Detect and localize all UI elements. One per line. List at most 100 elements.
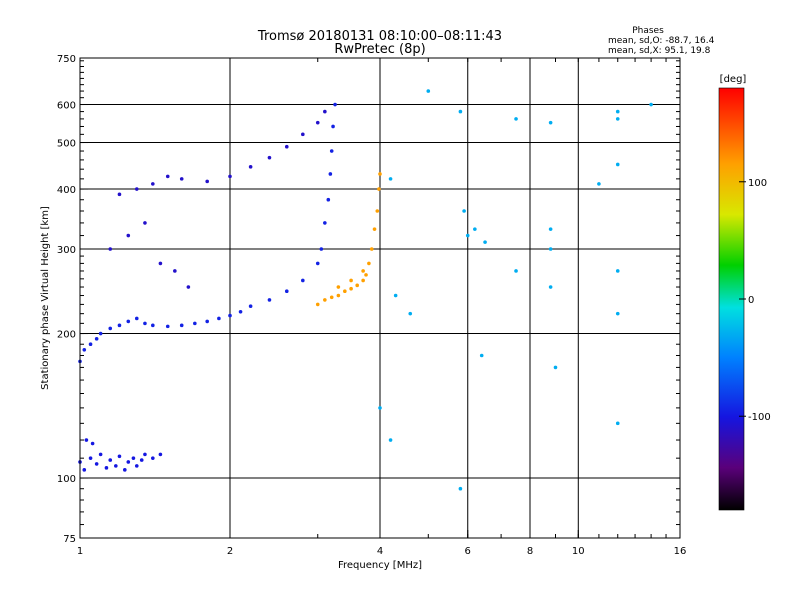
data-point xyxy=(329,295,334,300)
data-point xyxy=(88,342,93,347)
data-point xyxy=(151,456,155,460)
data-point xyxy=(134,316,139,321)
y-tick-label: 500 xyxy=(57,139,76,150)
data-point xyxy=(548,285,553,289)
y-tick-label: 750 xyxy=(57,54,76,65)
data-point xyxy=(134,187,139,191)
series-scattered-echoes xyxy=(378,89,653,491)
data-point xyxy=(126,460,131,464)
data-point xyxy=(267,155,272,160)
y-tick-label: 400 xyxy=(57,185,76,196)
data-point xyxy=(82,347,87,352)
data-point xyxy=(361,269,365,273)
data-point xyxy=(473,227,477,231)
data-point xyxy=(108,247,113,251)
data-point xyxy=(143,452,147,457)
data-point xyxy=(165,174,170,179)
data-point xyxy=(267,298,272,302)
data-point xyxy=(364,273,368,277)
data-point xyxy=(90,441,95,446)
data-point xyxy=(375,209,380,213)
data-point xyxy=(349,278,353,283)
data-point xyxy=(326,197,331,202)
data-point xyxy=(151,323,155,328)
data-point xyxy=(597,182,601,186)
data-point xyxy=(104,466,109,470)
data-point xyxy=(462,209,466,213)
x-tick-label: 2 xyxy=(227,546,233,557)
data-point xyxy=(615,269,620,273)
data-point xyxy=(336,285,341,289)
x-tick-label: 8 xyxy=(527,546,533,557)
data-point xyxy=(94,462,99,466)
data-point xyxy=(369,247,374,251)
data-point xyxy=(108,458,113,462)
grid-lines xyxy=(80,58,680,538)
colorbar-label: [deg] xyxy=(720,74,747,85)
data-point xyxy=(355,283,359,288)
data-point xyxy=(228,174,232,179)
data-point xyxy=(378,172,382,176)
data-point xyxy=(143,221,147,225)
data-point xyxy=(126,233,131,238)
data-point xyxy=(514,269,518,273)
series-F-layer-O-trace xyxy=(78,102,337,364)
data-point xyxy=(139,458,144,462)
data-point xyxy=(117,454,122,459)
data-point xyxy=(179,177,184,181)
data-point xyxy=(217,316,221,321)
data-point xyxy=(548,120,553,125)
y-tick-label: 100 xyxy=(57,474,76,485)
data-point xyxy=(173,269,177,273)
data-point xyxy=(193,321,197,326)
data-point xyxy=(117,192,122,197)
data-point xyxy=(117,323,122,328)
series-F-layer-X-trace xyxy=(315,172,382,307)
data-point xyxy=(615,109,620,114)
data-point xyxy=(228,313,232,318)
x-tick-label: 1 xyxy=(77,546,83,557)
data-point xyxy=(388,177,393,181)
colorbar-tick-label: 0 xyxy=(748,295,754,306)
data-point xyxy=(248,304,253,309)
data-point xyxy=(158,452,163,457)
x-tick-label: 10 xyxy=(572,546,585,557)
data-point xyxy=(367,261,371,266)
data-point xyxy=(331,124,335,129)
data-point xyxy=(323,109,327,114)
data-point xyxy=(238,309,243,314)
data-point xyxy=(82,468,87,472)
data-point xyxy=(143,321,147,326)
data-point xyxy=(88,456,93,460)
data-point xyxy=(98,331,103,336)
y-tick-label: 200 xyxy=(57,330,76,341)
data-point xyxy=(378,406,382,410)
data-point xyxy=(315,261,320,266)
data-point xyxy=(301,278,305,283)
x-tick-label: 16 xyxy=(674,546,687,557)
data-point xyxy=(553,365,558,370)
data-point xyxy=(343,289,347,294)
data-point xyxy=(315,120,320,125)
data-point xyxy=(479,353,484,358)
data-point xyxy=(372,227,377,231)
x-axis: 1 2 4 6 8 10 16 xyxy=(77,58,687,557)
data-point xyxy=(248,165,253,169)
data-point xyxy=(349,286,353,291)
data-point xyxy=(284,289,289,294)
x-tick-label: 4 xyxy=(377,546,383,557)
chart-subtitle: RwPretec (8p) xyxy=(334,42,425,57)
data-point xyxy=(377,187,381,191)
data-point xyxy=(393,293,398,298)
data-point xyxy=(131,456,136,460)
data-point xyxy=(315,302,320,307)
data-point xyxy=(548,227,553,231)
data-point xyxy=(361,278,365,283)
y-tick-label: 75 xyxy=(63,534,76,545)
data-point xyxy=(388,438,393,442)
data-point xyxy=(483,240,487,244)
data-point xyxy=(98,452,103,457)
y-tick-label: 600 xyxy=(57,101,76,112)
data-point xyxy=(205,319,209,324)
